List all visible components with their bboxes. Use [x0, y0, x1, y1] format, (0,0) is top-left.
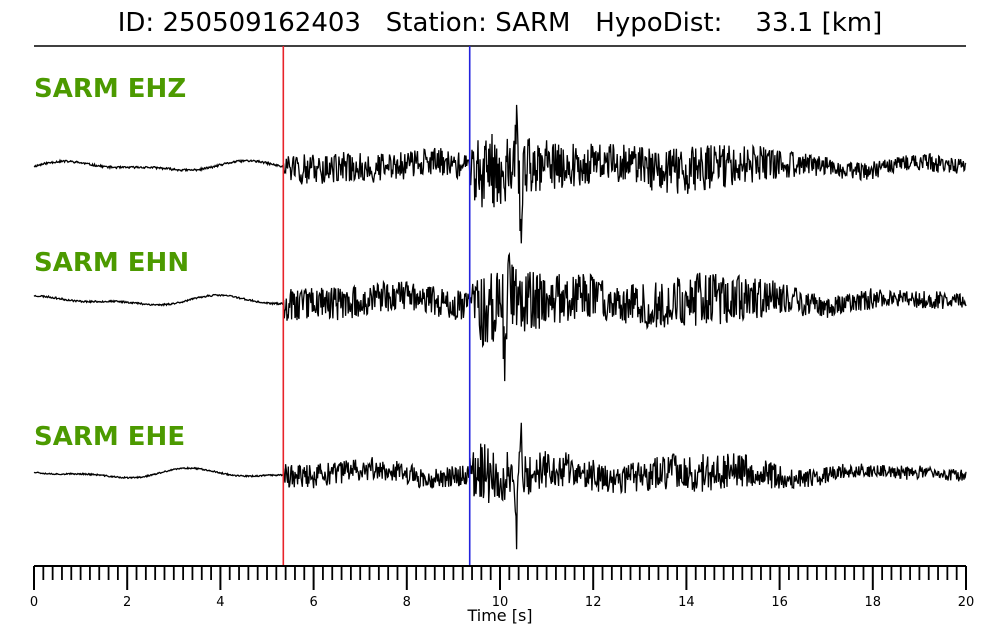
x-tick-label: 0 — [30, 595, 38, 610]
trace-sarm-ehe — [33, 422, 967, 550]
x-axis-label: Time [s] — [467, 606, 533, 625]
x-tick-label: 14 — [678, 595, 695, 610]
channel-label-ehn: SARM EHN — [34, 248, 190, 278]
x-tick-label: 6 — [309, 595, 317, 610]
chart-title: ID: 250509162403 Station: SARM HypoDist:… — [117, 8, 883, 38]
x-tick-label: 8 — [403, 595, 411, 610]
channel-label-ehz: SARM EHZ — [34, 74, 187, 104]
x-tick-label: 20 — [958, 595, 975, 610]
trace-sarm-ehn — [33, 251, 967, 382]
x-tick-label: 12 — [585, 595, 602, 610]
x-tick-label: 10 — [492, 595, 509, 610]
x-tick-label: 16 — [771, 595, 788, 610]
x-tick-label: 18 — [865, 595, 882, 610]
channel-label-ehe: SARM EHE — [34, 422, 186, 452]
x-tick-label: 4 — [216, 595, 224, 610]
trace-sarm-ehz — [33, 104, 967, 244]
x-tick-label: 2 — [123, 595, 131, 610]
